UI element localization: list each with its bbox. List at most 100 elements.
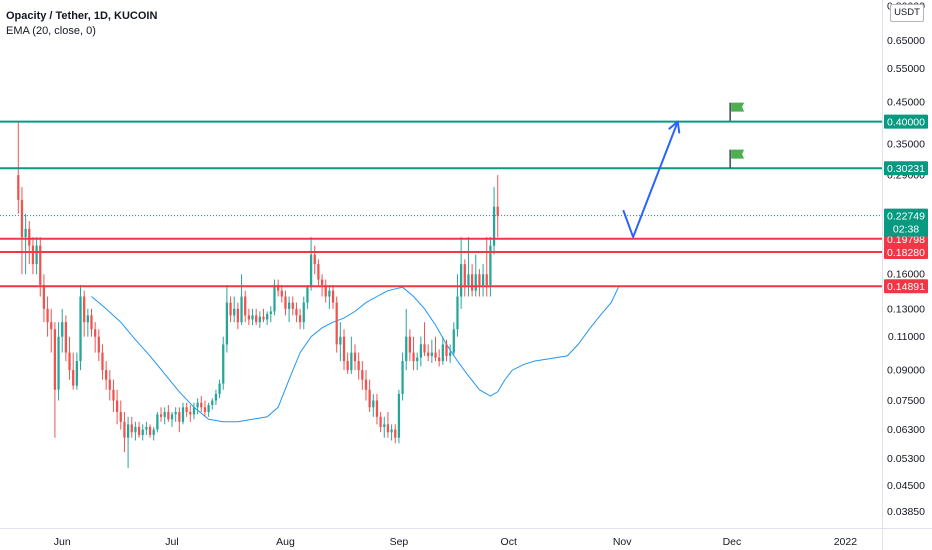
candle-body [452,329,455,353]
candle [211,398,214,410]
time-tick-label: Oct [501,536,517,548]
candle-body [31,245,35,265]
candle [317,259,320,286]
time-tick-label: Jul [165,536,178,548]
candle-body [126,424,130,438]
candle [101,344,104,380]
projection-path[interactable] [622,121,679,239]
flag-icon[interactable] [729,102,745,121]
candle-body [361,370,364,380]
candle-body [273,285,276,312]
candle [170,411,174,427]
candle [79,285,82,371]
candle [379,411,382,433]
candle-body [375,400,379,417]
candle-body [119,411,122,422]
level-badge-bg [884,245,928,260]
current-price-badge-text: 02:38 [893,224,919,236]
time-tick-label: Aug [276,536,295,548]
level-badge[interactable]: 0.40000 [884,114,928,129]
candle-body [251,315,254,320]
candle [412,336,415,371]
candle [68,336,71,380]
symbol-title[interactable]: Opacity / Tether, 1D, KUCOIN [6,10,158,22]
price-axis[interactable]: 0.800000.650000.550000.450000.350000.290… [882,0,929,550]
ema-line [91,286,619,423]
candle-body [108,379,111,390]
level-badge[interactable]: 0.14891 [884,279,928,294]
candle [339,322,342,362]
candle-body [178,411,181,422]
candle-body [445,344,448,356]
candle-body [438,357,441,362]
candle-body [24,228,27,238]
candle-body [39,245,42,286]
flag-icon[interactable] [729,149,745,168]
time-axis[interactable]: Jun Jul Aug Sep Oct Nov Dec 2022 [0,528,932,549]
price-tick-label: 0.05300 [887,453,925,465]
candle [61,308,64,353]
candle-body [346,361,349,371]
candle [302,296,305,330]
candle-body [112,389,115,401]
candle [42,274,46,323]
candle [438,349,441,367]
candle-body [20,199,24,238]
candle [83,290,86,337]
price-tick-label: 0.65000 [887,35,925,47]
candle-body [123,421,126,438]
candle-body [192,407,196,415]
candle-body [134,426,137,433]
candle-body [86,315,89,323]
current-price-badge-text: 0.22749 [887,211,925,223]
candle [39,237,42,297]
candle [236,302,240,330]
candle-body [427,352,430,356]
candle-body [163,411,166,417]
candle-body [269,311,272,315]
candle [383,416,386,438]
time-tick-label: Jun [54,536,71,548]
candle-body [287,302,291,309]
candle [470,264,474,297]
candle [94,322,97,353]
candle-body [115,400,119,412]
candle-body [170,414,174,420]
price-tick-label: 0.09000 [887,365,925,377]
candle [364,370,368,401]
candle-body [145,426,148,430]
price-tick-label: 0.13000 [887,303,925,315]
candle [449,344,452,363]
candle [306,285,309,309]
candle [478,269,481,297]
time-tick-label: Dec [723,536,742,548]
indicator-label[interactable]: EMA (20, close, 0) [6,25,96,37]
candlesticks [17,121,499,469]
candle [372,393,375,417]
currency-selector[interactable]: USDT [890,4,924,22]
candle-body [229,302,232,316]
candle-body [64,322,68,353]
candle-body [416,357,419,362]
level-badge[interactable]: 0.18280 [884,245,928,260]
level-badge[interactable]: 0.30231 [884,161,928,176]
candle [225,285,229,353]
candle-body [28,228,31,246]
candle [115,389,119,425]
candle-body [35,245,38,265]
candle [277,279,280,297]
candle [427,344,430,362]
candle-body [467,274,470,286]
candle [240,274,243,325]
horizontal-levels[interactable] [0,120,882,288]
current-price-badge-bg [884,208,928,237]
candle-body [390,429,393,433]
candle [298,308,302,330]
candle [273,279,276,316]
level-badge-bg [884,279,928,294]
candle-body [353,352,357,362]
candle [178,407,181,433]
annotations[interactable] [622,102,745,239]
